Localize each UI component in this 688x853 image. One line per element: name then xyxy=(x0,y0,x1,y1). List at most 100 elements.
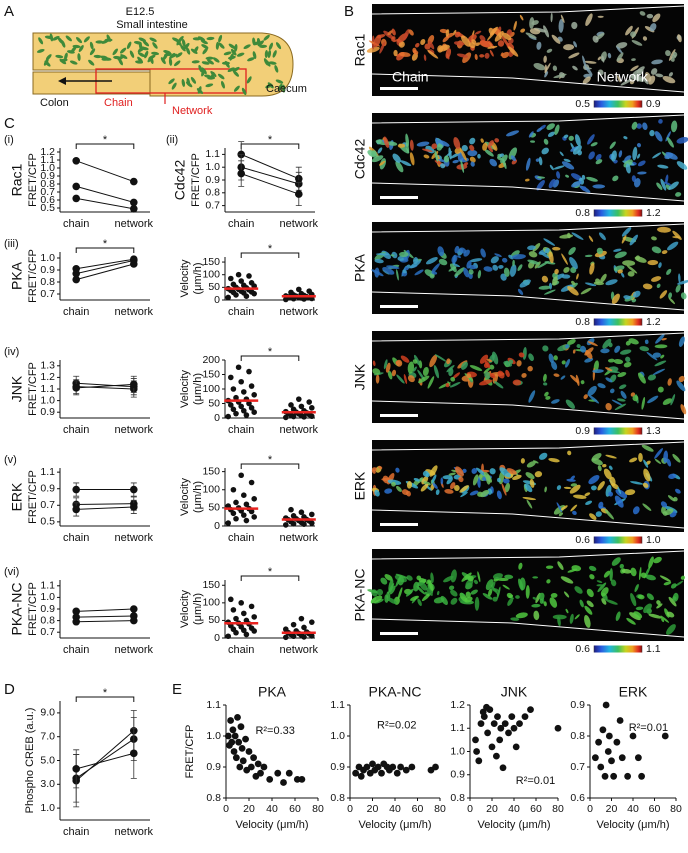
cell xyxy=(433,597,445,604)
cell xyxy=(191,60,200,64)
cell xyxy=(397,143,406,148)
significance-bracket xyxy=(240,463,300,469)
cell xyxy=(436,590,440,596)
x-tick-label: 60 xyxy=(289,803,301,815)
cell xyxy=(598,232,606,241)
cell xyxy=(416,575,422,581)
cell xyxy=(546,48,553,53)
cell xyxy=(620,349,632,355)
point xyxy=(246,400,252,407)
point xyxy=(298,615,305,622)
cell xyxy=(377,147,383,154)
cell xyxy=(644,339,649,345)
cell xyxy=(445,29,450,37)
point xyxy=(236,763,244,771)
y-axis-label: Velocity xyxy=(179,478,191,516)
cell xyxy=(611,150,617,162)
scale-bar xyxy=(380,87,418,90)
cell xyxy=(618,150,623,158)
cell xyxy=(597,383,606,389)
cell xyxy=(504,574,514,580)
category-label: chain xyxy=(228,218,254,230)
y-tick-label: 1.1 xyxy=(206,699,221,711)
cell xyxy=(471,468,478,474)
cell xyxy=(88,59,95,66)
cell xyxy=(405,588,414,597)
y-tick-label: 1.0 xyxy=(40,162,55,174)
point xyxy=(225,520,231,526)
cell xyxy=(652,368,666,375)
cell xyxy=(605,279,618,286)
point xyxy=(235,738,243,746)
point xyxy=(283,634,289,641)
cell xyxy=(49,33,54,42)
point xyxy=(508,713,516,721)
cell xyxy=(607,366,619,373)
cell xyxy=(160,57,166,65)
cell xyxy=(494,31,504,42)
point xyxy=(497,724,505,732)
significance-bracket xyxy=(240,575,300,581)
cell xyxy=(571,180,582,188)
cell xyxy=(647,260,659,266)
cell xyxy=(434,354,447,362)
cell xyxy=(410,595,419,601)
cell xyxy=(202,47,208,55)
cell xyxy=(668,473,677,479)
cell xyxy=(181,38,186,47)
point xyxy=(601,772,609,780)
y-tick-label: 0.7 xyxy=(205,199,220,211)
cell xyxy=(275,42,282,50)
cell xyxy=(552,276,558,286)
cell xyxy=(171,82,177,90)
cell xyxy=(678,336,685,347)
cell xyxy=(119,47,127,54)
y-tick-label: 1.0 xyxy=(40,394,55,406)
cell xyxy=(402,29,410,41)
cell xyxy=(637,171,647,175)
point xyxy=(402,766,410,774)
x-tick-label: 20 xyxy=(243,803,255,815)
point xyxy=(499,764,507,772)
point xyxy=(130,503,138,511)
point xyxy=(595,738,602,746)
cell xyxy=(487,145,494,153)
cell xyxy=(227,67,235,73)
cell xyxy=(465,591,471,598)
cell xyxy=(579,599,584,608)
cell xyxy=(379,41,386,54)
point xyxy=(241,512,247,518)
point xyxy=(72,617,80,626)
point xyxy=(230,281,237,288)
cell xyxy=(539,452,548,460)
point xyxy=(472,736,479,744)
cell xyxy=(672,453,681,463)
chart-title: ERK xyxy=(619,684,648,700)
point xyxy=(130,749,138,758)
cell xyxy=(460,160,465,173)
scale-bar xyxy=(380,305,418,308)
tissue-outline xyxy=(371,441,685,451)
cell xyxy=(529,28,541,35)
point xyxy=(225,633,231,640)
cell xyxy=(655,73,664,78)
cell xyxy=(438,258,448,266)
cell xyxy=(479,379,493,386)
cell xyxy=(387,597,397,604)
cell xyxy=(553,373,560,377)
cell xyxy=(423,54,427,61)
cell xyxy=(545,565,554,569)
y-axis-label: (μm/h) xyxy=(192,262,204,294)
cell xyxy=(405,133,410,148)
y-axis-label: FRET/CFP xyxy=(190,153,202,207)
cell xyxy=(587,134,595,145)
x-axis-label: Velocity (μm/h) xyxy=(359,819,432,831)
cell xyxy=(601,598,607,605)
cell xyxy=(546,123,555,130)
cell xyxy=(561,253,568,265)
point xyxy=(241,492,247,498)
point xyxy=(241,407,247,414)
x-tick-label: 40 xyxy=(627,803,639,815)
cell xyxy=(403,374,408,384)
cell xyxy=(506,468,517,475)
